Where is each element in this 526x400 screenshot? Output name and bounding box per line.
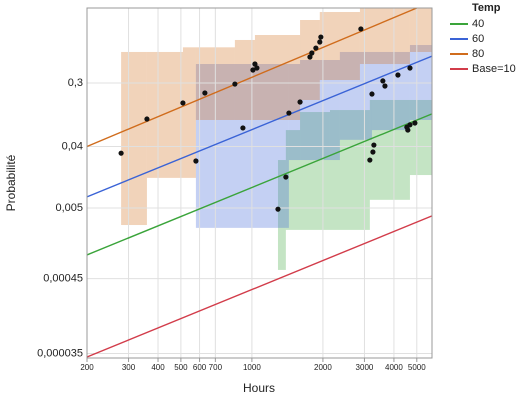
data-point: [252, 61, 258, 67]
data-point: [309, 50, 315, 56]
plot-area: [87, 8, 432, 358]
data-point: [307, 54, 313, 60]
data-point: [144, 116, 150, 122]
y-tick-label: 0,04: [62, 140, 83, 152]
data-point: [313, 45, 319, 51]
plot-frame: [86, 7, 433, 359]
x-tick-label: 400: [151, 363, 165, 372]
x-tick-label: 3000: [356, 363, 374, 372]
confidence-band: [409, 8, 432, 52]
confidence-band: [371, 51, 410, 131]
x-tick-label: 300: [122, 363, 136, 372]
data-point: [412, 120, 418, 126]
data-point: [369, 91, 375, 97]
confidence-band: [359, 8, 410, 65]
data-point: [407, 65, 413, 71]
data-point: [240, 125, 246, 131]
data-point: [370, 149, 376, 155]
legend-label: Base=10: [472, 63, 516, 75]
x-tick-label: 500: [174, 363, 188, 372]
confidence-band: [409, 99, 432, 176]
data-point: [367, 157, 373, 163]
confidence-band: [121, 51, 147, 226]
data-point: [318, 34, 324, 40]
legend-title: Temp: [472, 2, 501, 14]
legend-label: 60: [472, 33, 484, 45]
confidence-band: [300, 20, 320, 100]
x-tick-label: 5000: [408, 363, 426, 372]
legend: Temp 40 60 80 Base=10: [450, 2, 516, 75]
x-tick-label: 200: [80, 363, 94, 372]
confidence-band: [339, 51, 372, 140]
legend-label: 40: [472, 18, 484, 30]
confidence-band: [277, 160, 286, 270]
y-tick-label: 0,3: [68, 77, 83, 89]
data-point: [358, 26, 364, 32]
confidence-band: [300, 60, 340, 161]
confidence-band: [146, 51, 183, 178]
confidence-band: [285, 130, 301, 230]
data-point: [254, 65, 260, 71]
y-axis-label: Probabilité: [4, 154, 18, 211]
data-point: [275, 206, 281, 212]
data-point: [286, 110, 292, 116]
data-point: [407, 122, 413, 128]
fit-line: [87, 55, 432, 198]
data-point: [202, 90, 208, 96]
fit-line: [87, 215, 432, 358]
data-point: [297, 99, 303, 105]
data-point: [118, 150, 124, 156]
data-point: [250, 67, 256, 73]
axes: 0,000035 0,00045 0,005 0,04 0,3 200 300 400 500 6…: [37, 77, 426, 372]
confidence-band: [182, 47, 196, 178]
points: [118, 26, 418, 212]
confidence-band: [329, 110, 370, 230]
data-point: [317, 39, 323, 45]
data-point: [395, 72, 401, 78]
confidence-band: [242, 64, 289, 228]
data-point: [371, 142, 377, 148]
x-tick-label: 4000: [385, 363, 403, 372]
x-tick-label: 700: [209, 363, 223, 372]
x-tick-label: 1000: [243, 363, 261, 372]
data-point: [382, 83, 388, 89]
data-point: [232, 81, 238, 87]
legend-label: 80: [472, 48, 484, 60]
confidence-band: [300, 112, 330, 230]
y-tick-label: 0,00045: [43, 273, 83, 285]
x-tick-label: 2000: [314, 363, 332, 372]
x-axis-label: Hours: [243, 381, 275, 395]
y-tick-label: 0,000035: [37, 347, 83, 359]
fit-line: [87, 113, 432, 256]
data-point: [193, 158, 199, 164]
data-point: [380, 78, 386, 84]
y-tick-label: 0,005: [55, 202, 83, 214]
data-point: [283, 174, 289, 180]
confidence-band: [254, 35, 301, 120]
data-point: [180, 100, 186, 106]
x-tick-label: 600: [193, 363, 207, 372]
confidence-band: [369, 99, 410, 200]
